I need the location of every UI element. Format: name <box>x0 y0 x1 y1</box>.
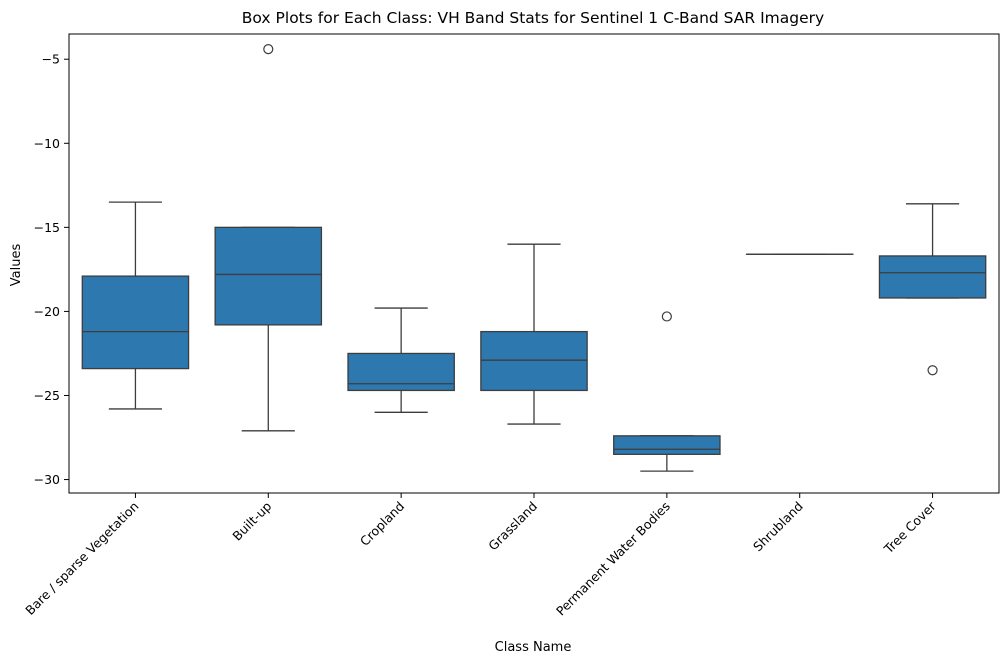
y-tick-label: −30 <box>34 472 60 487</box>
x-tick-label: Bare / sparse Vegetation <box>22 499 141 618</box>
box-iqr <box>614 436 720 454</box>
plot-area: −5 −10 −15 −20 −25 −30 Bare / sparse Vegetatio… <box>22 45 986 619</box>
box-group <box>348 308 454 412</box>
box-iqr <box>215 227 321 325</box>
box-group <box>215 45 321 431</box>
outlier-point <box>264 45 273 54</box>
x-tick-label: Grassland <box>485 499 540 554</box>
outlier-point <box>928 366 937 375</box>
box-group <box>481 244 587 424</box>
y-axis-label: Values <box>9 244 24 287</box>
x-tick-label: Tree Cover <box>880 498 939 557</box>
x-tick-label: Cropland <box>357 499 407 549</box>
box-group <box>879 204 985 375</box>
x-tick-label: Permanent Water Bodies <box>553 499 673 619</box>
box-group <box>614 312 720 471</box>
y-tick-label: −20 <box>34 304 60 319</box>
box-iqr <box>879 256 985 298</box>
x-axis-label: Class Name <box>495 640 572 655</box>
outlier-point <box>662 312 671 321</box>
box-group <box>82 202 188 409</box>
x-tick-label: Shrubland <box>750 499 806 555</box>
y-tick-label: −5 <box>42 52 60 67</box>
x-tick-label: Built-up <box>229 498 274 543</box>
y-tick-label: −10 <box>34 136 60 151</box>
box-iqr <box>82 276 188 368</box>
y-tick-label: −25 <box>34 388 60 403</box>
box-iqr <box>348 353 454 390</box>
chart-title: Box Plots for Each Class: VH Band Stats … <box>242 9 824 27</box>
y-tick-label: −15 <box>34 220 60 235</box>
box-iqr <box>481 332 587 391</box>
